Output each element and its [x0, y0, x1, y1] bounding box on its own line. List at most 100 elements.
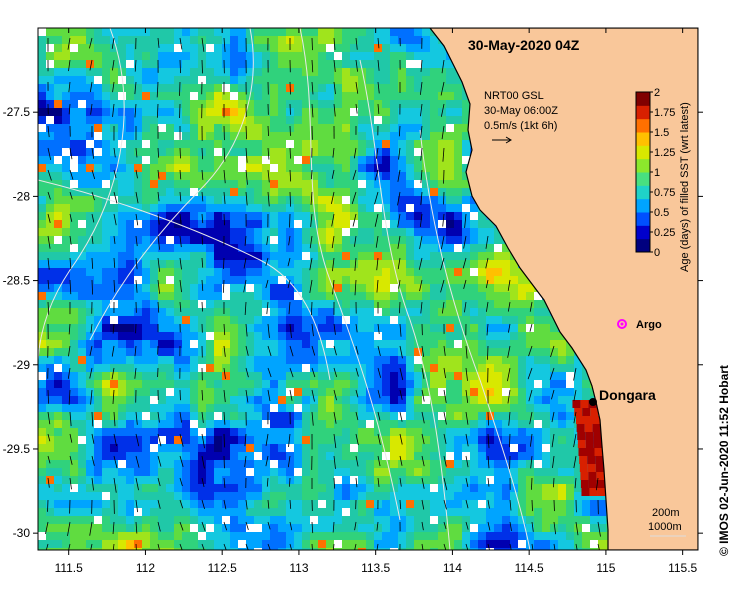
sst-pixel	[118, 324, 126, 332]
sst-pixel	[270, 372, 278, 380]
sst-pixel	[422, 108, 430, 116]
sst-pixel	[510, 276, 518, 284]
sst-pixel	[406, 356, 414, 364]
sst-pixel	[150, 188, 158, 196]
sst-pixel	[54, 532, 62, 540]
sst-pixel	[158, 404, 166, 412]
sst-pixel	[62, 124, 70, 132]
sst-pixel	[94, 460, 102, 468]
sst-pixel	[262, 444, 270, 452]
sst-pixel	[558, 396, 566, 404]
sst-pixel	[558, 332, 566, 340]
sst-pixel	[246, 124, 254, 132]
sst-pixel	[310, 180, 318, 188]
sst-pixel	[494, 308, 502, 316]
sst-pixel	[262, 540, 270, 548]
current-vector	[421, 411, 425, 424]
sst-pixel	[350, 92, 358, 100]
sst-pixel	[198, 172, 206, 180]
sst-pixel	[382, 60, 390, 68]
sst-pixel	[318, 372, 326, 380]
sst-pixel	[158, 364, 166, 372]
sst-pixel	[302, 148, 310, 156]
sst-pixel	[174, 420, 182, 428]
sst-pixel	[222, 372, 230, 380]
sst-pixel	[126, 324, 134, 332]
sst-pixel	[518, 300, 526, 308]
sst-pixel	[158, 260, 166, 268]
sst-pixel	[230, 332, 238, 340]
sst-pixel	[54, 468, 62, 476]
sst-pixel	[182, 228, 190, 236]
sst-pixel	[598, 548, 606, 550]
sst-pixel	[190, 428, 198, 436]
sst-pixel	[350, 516, 358, 524]
sst-pixel	[390, 452, 398, 460]
current-vector	[507, 301, 511, 312]
sst-pixel	[254, 68, 262, 76]
current-vector	[464, 301, 467, 313]
sst-pixel	[110, 172, 118, 180]
sst-pixel	[190, 44, 198, 52]
sst-pixel	[230, 356, 238, 364]
sst-pixel	[238, 60, 246, 68]
current-vector	[597, 543, 600, 550]
sst-pixel	[310, 60, 318, 68]
sst-pixel	[534, 436, 542, 444]
sst-pixel	[310, 388, 318, 396]
sst-pixel	[502, 412, 510, 420]
sst-pixel	[174, 108, 182, 116]
sst-pixel	[238, 204, 246, 212]
sst-pixel	[174, 500, 182, 508]
sst-pixel	[422, 380, 430, 388]
sst-pixel	[46, 356, 54, 364]
sst-pixel	[310, 36, 318, 44]
sst-pixel	[198, 196, 206, 204]
sst-pixel	[302, 228, 310, 236]
sst-pixel	[414, 460, 422, 468]
sst-pixel	[406, 260, 414, 268]
sst-pixel	[334, 156, 342, 164]
sst-pixel	[78, 460, 86, 468]
current-vector	[91, 279, 94, 295]
imos-credit: © IMOS 02-Jun-2020 11:52 Hobart	[717, 365, 731, 556]
sst-pixel	[422, 244, 430, 252]
current-vector	[245, 323, 248, 337]
sst-pixel	[110, 60, 118, 68]
sst-pixel	[78, 500, 86, 508]
sst-pixel	[510, 548, 518, 550]
current-vector	[311, 81, 314, 95]
sst-pixel	[592, 416, 600, 424]
sst-pixel	[494, 380, 502, 388]
sst-pixel	[534, 508, 542, 516]
sst-pixel	[110, 316, 118, 324]
sst-pixel	[470, 324, 478, 332]
sst-pixel	[230, 52, 238, 60]
sst-pixel	[62, 172, 70, 180]
sst-pixel	[414, 220, 422, 228]
sst-pixel	[382, 268, 390, 276]
sst-pixel	[150, 476, 158, 484]
sst-pixel	[254, 276, 262, 284]
sst-pixel	[438, 348, 446, 356]
sst-pixel	[94, 260, 102, 268]
sst-pixel	[550, 548, 558, 550]
sst-pixel	[150, 348, 158, 356]
sst-pixel	[70, 44, 78, 52]
sst-pixel	[86, 76, 94, 84]
sst-pixel	[254, 444, 262, 452]
current-vector	[377, 37, 380, 49]
sst-pixel	[558, 468, 566, 476]
sst-pixel	[166, 164, 174, 172]
sst-pixel	[46, 156, 54, 164]
sst-pixel	[406, 324, 414, 332]
sst-pixel	[526, 492, 534, 500]
sst-pixel	[326, 356, 334, 364]
sst-pixel	[134, 84, 142, 92]
sst-pixel	[422, 492, 430, 500]
colorbar-tick-label: 1.75	[654, 107, 675, 119]
sst-pixel	[222, 396, 230, 404]
y-tick-label: -29	[13, 358, 31, 372]
sst-pixel	[294, 268, 302, 276]
sst-pixel	[597, 488, 606, 496]
